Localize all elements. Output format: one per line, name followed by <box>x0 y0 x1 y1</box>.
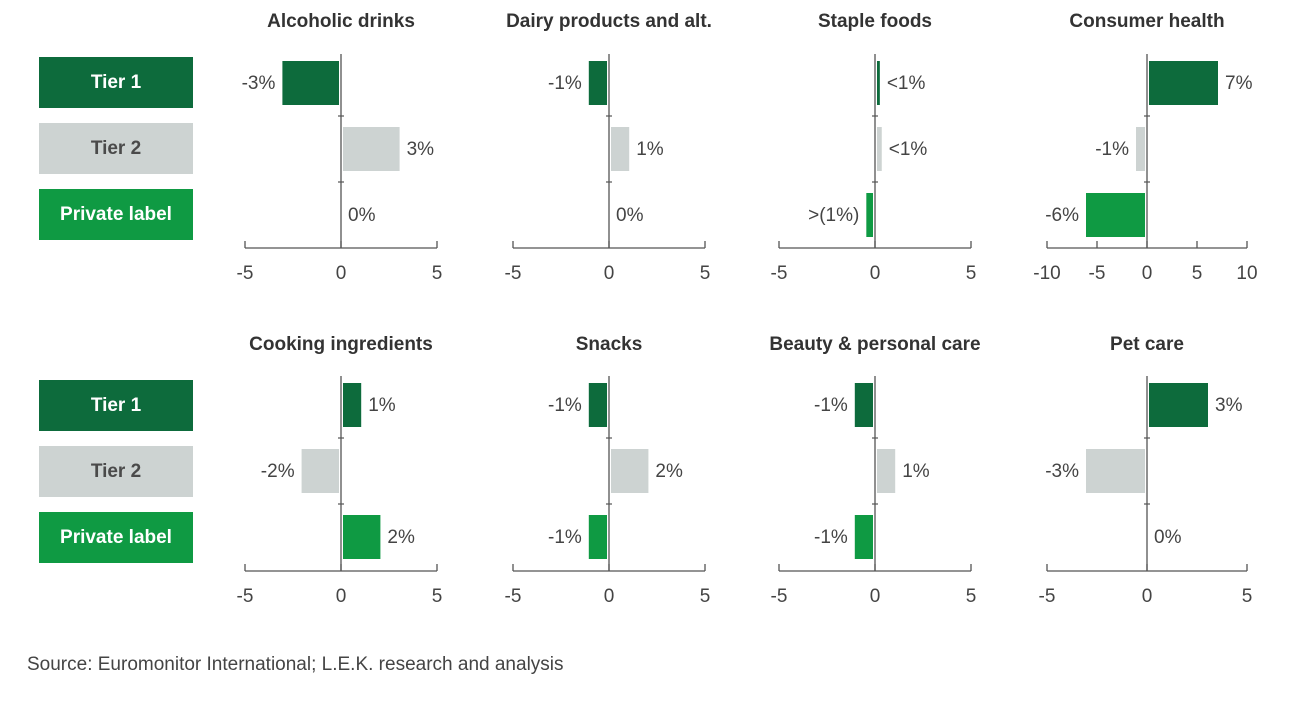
legend-tier1-bottom: Tier 1 <box>39 380 193 431</box>
legend-tier1-top: Tier 1 <box>39 57 193 108</box>
bar-alcoholic-drinks-tier-2 <box>343 127 400 171</box>
data-label-beauty-personal-care-tier-1: -1% <box>814 395 848 416</box>
data-label-alcoholic-drinks-tier-1: -3% <box>242 73 276 94</box>
x-tick-label-cooking-ingredients-0: -5 <box>237 586 254 607</box>
x-tick-label-snacks-0: -5 <box>505 586 522 607</box>
data-label-dairy-products-and-alt-tier-2: 1% <box>636 139 664 160</box>
bar-snacks-private-label <box>588 515 607 559</box>
legend-private-label-bottom: Private label <box>39 512 193 563</box>
data-label-dairy-products-and-alt-private-label: 0% <box>616 205 644 226</box>
x-tick-label-dairy-products-and-alt-1: 0 <box>604 263 615 284</box>
x-tick-label-pet-care-0: -5 <box>1039 586 1056 607</box>
x-tick-label-pet-care-1: 0 <box>1142 586 1153 607</box>
legend-tier2-top: Tier 2 <box>39 123 193 174</box>
data-label-cooking-ingredients-private-label: 2% <box>387 527 415 548</box>
x-tick-label-dairy-products-and-alt-0: -5 <box>505 263 522 284</box>
data-label-dairy-products-and-alt-tier-1: -1% <box>548 73 582 94</box>
bar-cooking-ingredients-tier-1 <box>343 383 362 427</box>
panel-title-cooking-ingredients: Cooking ingredients <box>249 334 433 355</box>
x-tick-label-staple-foods-2: 5 <box>966 263 977 284</box>
x-tick-label-cooking-ingredients-2: 5 <box>432 586 443 607</box>
panel-title-consumer-health: Consumer health <box>1069 11 1224 32</box>
data-label-alcoholic-drinks-tier-2: 3% <box>407 139 435 160</box>
x-tick-label-consumer-health-4: 10 <box>1236 263 1257 284</box>
bar-cooking-ingredients-private-label <box>343 515 381 559</box>
data-label-consumer-health-private-label: -6% <box>1045 205 1079 226</box>
bar-snacks-tier-1 <box>588 383 607 427</box>
bar-pet-care-tier-1 <box>1149 383 1208 427</box>
legend-tier2-bottom: Tier 2 <box>39 446 193 497</box>
x-tick-label-beauty-personal-care-1: 0 <box>870 586 881 607</box>
bar-consumer-health-private-label <box>1086 193 1145 237</box>
data-label-pet-care-private-label: 0% <box>1154 527 1182 548</box>
data-label-staple-foods-tier-1: <1% <box>887 73 926 94</box>
data-label-cooking-ingredients-tier-2: -2% <box>261 461 295 482</box>
x-tick-label-consumer-health-3: 5 <box>1192 263 1203 284</box>
bar-beauty-personal-care-tier-2 <box>877 449 896 493</box>
bar-beauty-personal-care-private-label <box>854 515 873 559</box>
x-tick-label-pet-care-2: 5 <box>1242 586 1253 607</box>
bar-dairy-products-and-alt-tier-1 <box>588 61 607 105</box>
x-tick-label-staple-foods-0: -5 <box>771 263 788 284</box>
bar-staple-foods-tier-2 <box>877 127 882 171</box>
bar-pet-care-tier-2 <box>1086 449 1145 493</box>
x-tick-label-alcoholic-drinks-0: -5 <box>237 263 254 284</box>
bar-dairy-products-and-alt-tier-2 <box>611 127 630 171</box>
legend-private-label-top: Private label <box>39 189 193 240</box>
bar-beauty-personal-care-tier-1 <box>854 383 873 427</box>
x-tick-label-beauty-personal-care-2: 5 <box>966 586 977 607</box>
data-label-pet-care-tier-2: -3% <box>1045 461 1079 482</box>
data-label-cooking-ingredients-tier-1: 1% <box>368 395 396 416</box>
panel-title-pet-care: Pet care <box>1110 334 1184 355</box>
x-tick-label-beauty-personal-care-0: -5 <box>771 586 788 607</box>
data-label-beauty-personal-care-tier-2: 1% <box>902 461 930 482</box>
x-tick-label-consumer-health-0: -10 <box>1033 263 1060 284</box>
bar-snacks-tier-2 <box>611 449 649 493</box>
data-label-staple-foods-private-label: >(1%) <box>808 205 859 226</box>
bar-staple-foods-private-label <box>866 193 873 237</box>
bar-cooking-ingredients-tier-2 <box>301 449 339 493</box>
bar-alcoholic-drinks-tier-1 <box>282 61 339 105</box>
panel-title-beauty-personal-care: Beauty & personal care <box>769 334 980 355</box>
x-tick-label-alcoholic-drinks-2: 5 <box>432 263 443 284</box>
data-label-snacks-tier-2: 2% <box>655 461 683 482</box>
data-label-snacks-private-label: -1% <box>548 527 582 548</box>
panel-title-alcoholic-drinks: Alcoholic drinks <box>267 11 415 32</box>
x-tick-label-snacks-1: 0 <box>604 586 615 607</box>
data-label-staple-foods-tier-2: <1% <box>889 139 928 160</box>
x-tick-label-alcoholic-drinks-1: 0 <box>336 263 347 284</box>
data-label-snacks-tier-1: -1% <box>548 395 582 416</box>
x-tick-label-consumer-health-2: 0 <box>1142 263 1153 284</box>
x-tick-label-cooking-ingredients-1: 0 <box>336 586 347 607</box>
x-tick-label-consumer-health-1: -5 <box>1089 263 1106 284</box>
data-label-alcoholic-drinks-private-label: 0% <box>348 205 376 226</box>
panel-title-staple-foods: Staple foods <box>818 11 932 32</box>
bar-staple-foods-tier-1 <box>877 61 880 105</box>
data-label-beauty-personal-care-private-label: -1% <box>814 527 848 548</box>
bar-consumer-health-tier-2 <box>1136 127 1145 171</box>
panel-title-dairy-products-and-alt: Dairy products and alt. <box>506 11 712 32</box>
data-label-consumer-health-tier-2: -1% <box>1095 139 1129 160</box>
source-note: Source: Euromonitor International; L.E.K… <box>27 654 564 675</box>
x-tick-label-staple-foods-1: 0 <box>870 263 881 284</box>
bar-consumer-health-tier-1 <box>1149 61 1218 105</box>
x-tick-label-snacks-2: 5 <box>700 586 711 607</box>
panel-title-snacks: Snacks <box>576 334 643 355</box>
x-tick-label-dairy-products-and-alt-2: 5 <box>700 263 711 284</box>
data-label-pet-care-tier-1: 3% <box>1215 395 1243 416</box>
data-label-consumer-health-tier-1: 7% <box>1225 73 1253 94</box>
